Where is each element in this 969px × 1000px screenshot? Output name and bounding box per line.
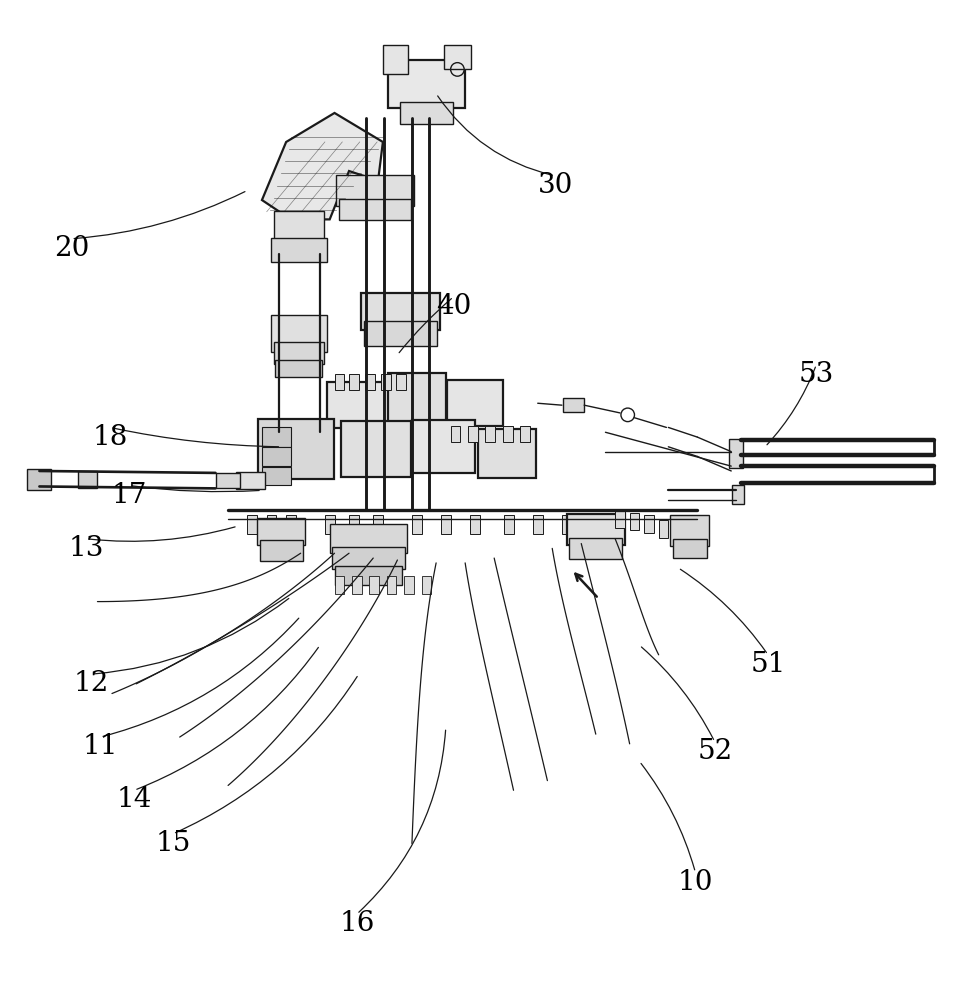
Bar <box>672 539 706 558</box>
Text: 52: 52 <box>698 738 733 765</box>
Bar <box>388 60 465 108</box>
Bar <box>615 511 625 528</box>
Bar <box>485 426 495 442</box>
Bar <box>360 293 440 330</box>
Bar <box>352 576 361 594</box>
Bar <box>468 426 478 442</box>
Bar <box>422 576 431 594</box>
Bar <box>400 102 453 124</box>
Bar <box>266 515 276 534</box>
Text: 14: 14 <box>117 786 152 813</box>
Bar <box>270 238 327 262</box>
Bar <box>247 515 257 534</box>
Bar <box>349 374 359 390</box>
Bar <box>444 45 471 69</box>
Bar <box>336 175 414 206</box>
Text: 30: 30 <box>538 172 573 199</box>
Bar <box>447 380 503 426</box>
Bar <box>388 373 446 424</box>
Bar <box>258 419 333 479</box>
Bar <box>373 515 383 534</box>
Bar <box>569 538 622 559</box>
Bar <box>630 513 640 530</box>
Bar <box>341 421 411 477</box>
Bar <box>441 515 451 534</box>
Bar <box>671 515 709 546</box>
Bar <box>334 374 344 390</box>
Bar <box>257 518 305 545</box>
Text: 18: 18 <box>93 424 128 451</box>
Bar <box>504 515 514 534</box>
Bar <box>262 427 291 447</box>
Bar <box>567 514 625 545</box>
Bar <box>451 426 460 442</box>
Bar <box>273 211 324 247</box>
Bar <box>328 382 391 428</box>
Bar <box>262 467 291 485</box>
Bar <box>78 471 98 488</box>
Bar <box>325 515 334 534</box>
Text: 11: 11 <box>83 733 118 760</box>
Bar <box>262 447 291 466</box>
Bar <box>533 515 543 534</box>
Bar <box>334 566 402 585</box>
Bar <box>384 45 408 74</box>
Bar <box>273 342 324 364</box>
Text: 13: 13 <box>69 535 104 562</box>
Bar <box>478 429 536 478</box>
Bar <box>334 576 344 594</box>
Text: 53: 53 <box>799 361 834 388</box>
Bar <box>404 576 414 594</box>
Text: 15: 15 <box>155 830 191 857</box>
Bar <box>520 426 530 442</box>
Bar <box>339 199 412 220</box>
Bar <box>364 321 437 346</box>
Bar <box>730 439 743 468</box>
Bar <box>503 426 513 442</box>
Bar <box>369 576 379 594</box>
Bar <box>563 398 584 412</box>
Bar <box>365 374 375 390</box>
Bar <box>659 520 669 538</box>
Bar <box>470 515 480 534</box>
Bar <box>286 515 296 534</box>
Text: 20: 20 <box>54 235 89 262</box>
Text: 16: 16 <box>339 910 375 937</box>
Bar <box>216 473 240 488</box>
Bar <box>387 576 396 594</box>
Bar <box>733 485 744 504</box>
Text: 10: 10 <box>678 869 713 896</box>
Bar <box>349 515 359 534</box>
Text: 12: 12 <box>74 670 109 697</box>
Bar <box>644 515 654 533</box>
Text: 17: 17 <box>112 482 147 509</box>
Bar <box>270 315 327 352</box>
Text: 51: 51 <box>751 651 786 678</box>
Polygon shape <box>262 113 383 219</box>
Bar <box>235 472 265 489</box>
Text: 40: 40 <box>436 293 472 320</box>
Bar <box>260 540 303 561</box>
Bar <box>396 374 406 390</box>
Bar <box>275 360 322 377</box>
Bar <box>27 469 51 490</box>
Bar <box>381 374 391 390</box>
Bar <box>412 515 422 534</box>
Bar <box>413 420 476 473</box>
Bar <box>562 515 572 534</box>
Bar <box>329 524 407 553</box>
Bar <box>332 547 405 569</box>
Bar <box>672 525 681 543</box>
